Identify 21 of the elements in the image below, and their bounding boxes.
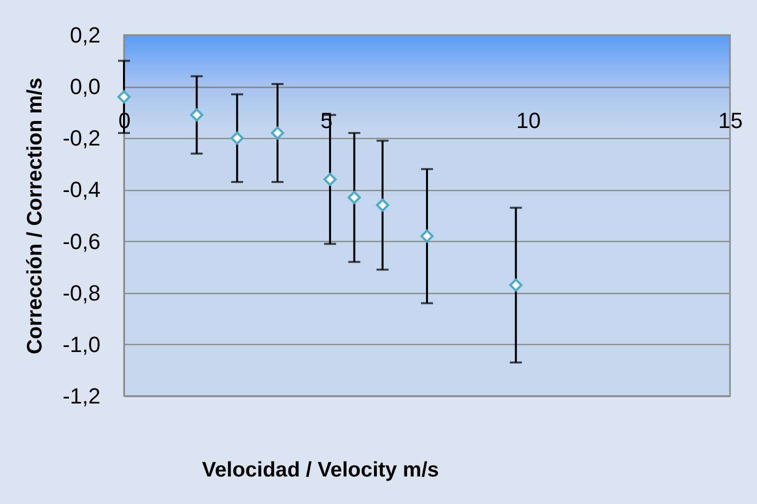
point bbox=[270, 126, 284, 140]
point bbox=[190, 108, 204, 122]
point bbox=[323, 172, 337, 186]
point bbox=[376, 198, 390, 212]
y-tick-label: -1,2 bbox=[62, 384, 100, 408]
y-tick-label: -1,0 bbox=[62, 332, 100, 357]
point bbox=[117, 90, 131, 104]
point bbox=[420, 230, 434, 243]
x-axis-title: Velocidad / Velocity m/s bbox=[202, 458, 439, 482]
point bbox=[230, 132, 244, 145]
y-tick-label: -0,6 bbox=[62, 228, 100, 254]
y-axis-title: Corrección / Correction m/s bbox=[24, 78, 46, 354]
y-tick-label: 0,0 bbox=[70, 74, 100, 100]
y-tick-label: -0,2 bbox=[62, 126, 100, 151]
x-tick-label: 10 bbox=[516, 108, 541, 134]
x-tick-label: 15 bbox=[718, 108, 743, 134]
y-tick-label: 0,2 bbox=[70, 22, 100, 48]
y-tick-label: -0,4 bbox=[62, 177, 100, 202]
point bbox=[509, 278, 522, 292]
y-tick-label: -0,8 bbox=[62, 280, 100, 306]
point bbox=[348, 190, 361, 204]
